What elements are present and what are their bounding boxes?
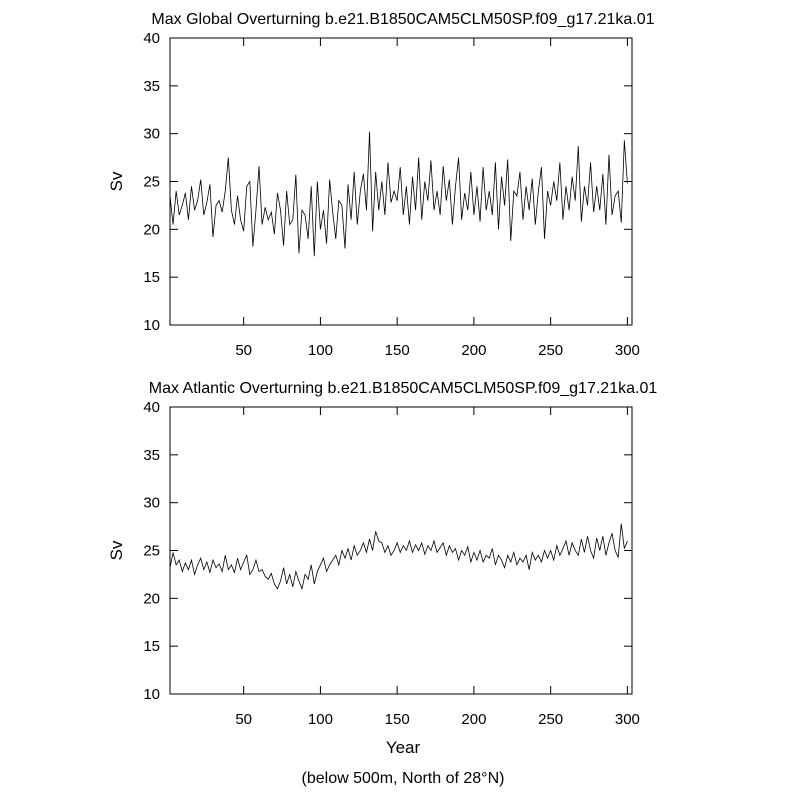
y-tick-label: 20: [143, 221, 160, 238]
y-tick-label: 25: [143, 543, 160, 560]
y-tick-label: 15: [143, 638, 160, 655]
y-axis-label: Sv: [107, 171, 126, 191]
y-tick-label: 25: [143, 174, 160, 191]
y-tick-label: 10: [143, 317, 160, 334]
x-tick-label: 50: [235, 711, 252, 728]
x-tick-label: 300: [615, 342, 640, 359]
y-tick-label: 20: [143, 590, 160, 607]
data-line: [169, 131, 628, 257]
y-tick-label: 35: [143, 447, 160, 464]
chart-title: Max Global Overturning b.e21.B1850CAM5CL…: [151, 11, 654, 28]
y-tick-label: 15: [143, 269, 160, 286]
x-tick-label: 200: [461, 342, 486, 359]
x-tick-label: 50: [235, 342, 252, 359]
x-tick-label: 250: [538, 711, 563, 728]
y-tick-label: 40: [143, 30, 160, 47]
y-tick-label: 30: [143, 495, 160, 512]
x-tick-label: 100: [308, 711, 333, 728]
x-tick-label: 300: [615, 711, 640, 728]
x-tick-label: 250: [538, 342, 563, 359]
x-tick-label: 150: [385, 342, 410, 359]
y-tick-label: 35: [143, 78, 160, 95]
y-tick-label: 40: [143, 399, 160, 416]
y-tick-label: 10: [143, 686, 160, 703]
caption: (below 500m, North of 28°N): [302, 770, 505, 787]
y-axis-label: Sv: [107, 540, 126, 560]
data-line: [169, 523, 628, 591]
plot-frame: [169, 406, 633, 695]
x-tick-label: 200: [461, 711, 486, 728]
x-tick-label: 150: [385, 711, 410, 728]
y-tick-label: 30: [143, 126, 160, 143]
x-axis-label: Year: [386, 738, 421, 757]
plot-frame: [169, 37, 633, 326]
x-tick-label: 100: [308, 342, 333, 359]
chart-title: Max Atlantic Overturning b.e21.B1850CAM5…: [149, 380, 658, 397]
